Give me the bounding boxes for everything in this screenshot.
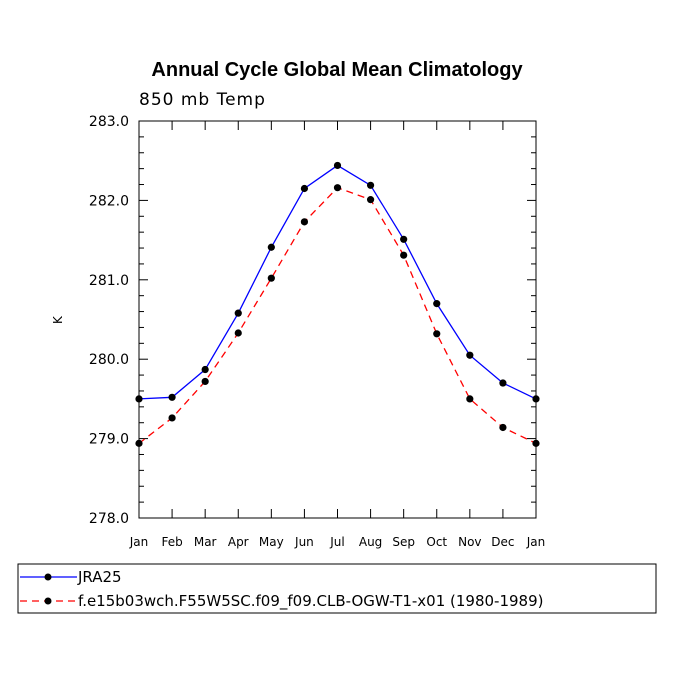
x-tick-label: Feb <box>161 535 182 549</box>
axes-layer: 278.0 279.0 280.0 281.0 282.0 283.0 Jan Feb Mar A… <box>89 114 545 549</box>
x-tick-label: Mar <box>194 535 217 549</box>
legend-box <box>17 563 657 614</box>
data-point-series-0 <box>168 393 176 401</box>
x-tick-label: Apr <box>228 535 249 549</box>
data-point-series-0 <box>300 184 309 193</box>
x-tick-label: Jan <box>526 535 546 549</box>
legend-label-jra25: JRA25 <box>77 568 122 586</box>
series-line-0 <box>138 164 537 400</box>
data-point-series-1 <box>300 218 309 226</box>
data-point-series-0 <box>499 379 507 387</box>
legend-marker-model <box>44 597 52 605</box>
data-point-series-0 <box>267 243 275 251</box>
x-tick-label: Sep <box>392 535 415 549</box>
data-point-series-1 <box>168 414 176 422</box>
x-tick-label: May <box>259 535 284 549</box>
data-point-series-0 <box>466 351 474 359</box>
data-point-series-1 <box>499 423 507 432</box>
x-tick-label: Nov <box>458 535 481 549</box>
data-point-series-1 <box>333 184 342 192</box>
data-point-series-1 <box>201 377 209 386</box>
series-layer <box>135 161 540 447</box>
chart-title: Annual Cycle Global Mean Climatology <box>151 59 523 81</box>
data-point-series-0 <box>366 181 375 189</box>
y-tick-label: 281.0 <box>89 273 129 289</box>
data-point-series-1 <box>400 251 408 259</box>
x-tick-label: Dec <box>491 535 514 549</box>
y-tick-label: 283.0 <box>89 114 129 130</box>
y-tick-label: 280.0 <box>89 352 129 368</box>
data-point-series-1 <box>234 329 242 337</box>
data-point-series-1 <box>366 196 375 204</box>
legend-marker-jra25 <box>44 573 52 581</box>
data-point-series-0 <box>333 161 342 170</box>
data-point-series-0 <box>433 300 441 308</box>
series-line-1 <box>138 186 537 444</box>
data-point-series-0 <box>400 235 408 243</box>
x-tick-label: Aug <box>359 535 382 549</box>
y-tick-label: 282.0 <box>89 193 129 209</box>
data-point-series-1 <box>433 330 441 338</box>
legend: JRA25 f.e15b03wch.F55W5SC.f09_f09.CLB-OG… <box>17 563 657 614</box>
x-tick-label: Oct <box>426 535 447 549</box>
data-point-series-1 <box>466 395 474 403</box>
y-axis-label: K <box>51 315 65 324</box>
data-point-series-0 <box>201 365 209 374</box>
y-tick-label: 278.0 <box>89 511 129 527</box>
y-tick-label: 279.0 <box>89 432 129 448</box>
chart-subtitle: 850 mb Temp <box>139 90 266 110</box>
data-point-series-1 <box>267 274 275 282</box>
x-tick-label: Jul <box>329 535 344 549</box>
x-tick-label: Jan <box>129 535 149 549</box>
legend-label-model: f.e15b03wch.F55W5SC.f09_f09.CLB-OGW-T1-x… <box>78 592 543 611</box>
x-tick-label: Jun <box>294 535 314 549</box>
plot-frame <box>138 120 537 519</box>
data-point-series-0 <box>234 309 242 317</box>
